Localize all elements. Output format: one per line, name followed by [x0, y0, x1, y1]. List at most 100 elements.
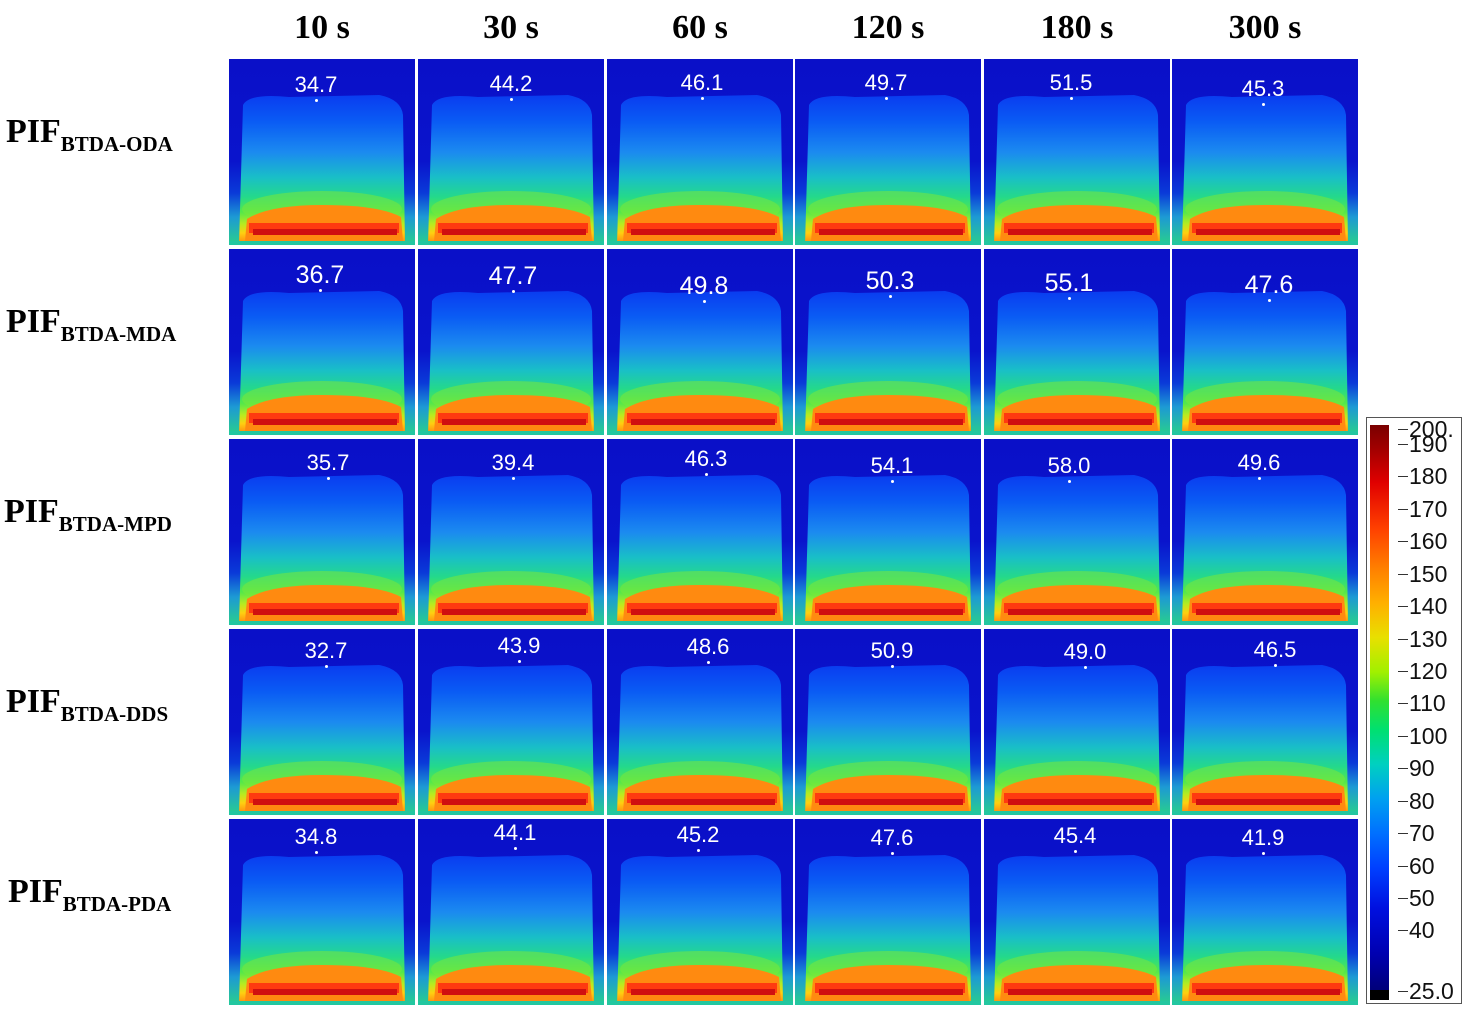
colorbar-tick-label: 90	[1398, 755, 1435, 781]
thermal-heatmap	[1172, 249, 1358, 435]
colorbar-tick-label: 100	[1398, 723, 1447, 749]
thermal-image: 45.4	[984, 819, 1170, 1005]
colorbar-tick-label: 140	[1398, 593, 1447, 619]
thermal-image: 55.1	[984, 249, 1170, 435]
thermal-heatmap	[229, 59, 415, 245]
row-label-subscript: BTDA-DDS	[60, 701, 169, 726]
measurement-point-marker	[1262, 103, 1265, 106]
row-label-main: PIF	[8, 873, 63, 910]
measurement-point-marker	[1068, 297, 1071, 300]
row-label-subscript: BTDA-MDA	[60, 321, 177, 346]
colorbar-tick-label: 50	[1398, 885, 1435, 911]
measurement-point-marker	[1262, 852, 1265, 855]
column-header-5: 300 s	[1228, 9, 1302, 46]
thermal-image: 47.7	[418, 249, 604, 435]
measurement-point-marker	[891, 665, 894, 668]
measurement-point-marker	[707, 661, 710, 664]
thermal-image: 58.0	[984, 439, 1170, 625]
measurement-point-marker	[510, 98, 513, 101]
max-temperature-label: 36.7	[295, 261, 345, 289]
thermal-heatmap	[1172, 629, 1358, 815]
thermal-heatmap	[1172, 819, 1358, 1005]
max-temperature-label: 35.7	[306, 450, 350, 475]
thermal-heatmap	[607, 59, 793, 245]
colorbar-tick-label: 40	[1398, 917, 1435, 943]
measurement-point-marker	[514, 847, 517, 850]
thermal-image: 36.7	[229, 249, 415, 435]
max-temperature-label: 44.2	[489, 71, 533, 96]
colorbar-tick-label: 170	[1398, 496, 1447, 522]
measurement-point-marker	[512, 290, 515, 293]
max-temperature-label: 55.1	[1044, 269, 1094, 297]
max-temperature-label: 32.7	[304, 638, 348, 663]
thermal-heatmap	[229, 249, 415, 435]
row-label-4: PIF BTDA-PDA	[0, 799, 230, 985]
column-header-1: 30 s	[483, 9, 539, 46]
thermal-heatmap	[1172, 59, 1358, 245]
thermal-image: 44.1	[418, 819, 604, 1005]
thermal-heatmap	[984, 819, 1170, 1005]
row-label-subscript: BTDA-ODA	[60, 131, 173, 156]
column-header-3: 120 s	[851, 9, 925, 46]
thermal-image: 45.2	[607, 819, 793, 1005]
thermal-image: 48.6	[607, 629, 793, 815]
thermal-image: 41.9	[1172, 819, 1358, 1005]
thermal-image: 50.9	[795, 629, 981, 815]
measurement-point-marker	[327, 477, 330, 480]
thermal-image: 49.7	[795, 59, 981, 245]
max-temperature-label: 34.8	[294, 824, 338, 849]
max-temperature-label: 34.7	[294, 72, 338, 97]
row-label-3: PIF BTDA-DDS	[0, 609, 228, 795]
max-temperature-label: 58.0	[1047, 453, 1091, 478]
max-temperature-label: 39.4	[491, 450, 535, 475]
colorbar-tick-label: 110	[1398, 690, 1446, 716]
colorbar-tick-label: 190	[1398, 431, 1447, 457]
max-temperature-label: 45.3	[1241, 76, 1285, 101]
colorbar-tick-label: 120	[1398, 658, 1447, 684]
thermal-heatmap	[607, 249, 793, 435]
measurement-point-marker	[889, 295, 892, 298]
measurement-point-marker	[703, 300, 706, 303]
thermal-image: 44.2	[418, 59, 604, 245]
max-temperature-label: 45.4	[1053, 823, 1097, 848]
max-temperature-label: 54.1	[870, 453, 914, 478]
thermal-image: 51.5	[984, 59, 1170, 245]
thermal-heatmap	[607, 629, 793, 815]
thermal-image: 54.1	[795, 439, 981, 625]
max-temperature-label: 44.1	[493, 820, 537, 845]
thermal-heatmap	[607, 819, 793, 1005]
colorbar-tick-label: 80	[1398, 788, 1435, 814]
thermal-heatmap	[984, 249, 1170, 435]
column-header-2: 60 s	[672, 9, 728, 46]
thermal-heatmap	[418, 629, 604, 815]
colorbar-min-label: 25.0	[1398, 978, 1454, 1004]
thermal-image: 34.7	[229, 59, 415, 245]
max-temperature-label: 47.6	[1244, 271, 1294, 299]
measurement-point-marker	[518, 660, 521, 663]
row-label-1: PIF BTDA-MDA	[0, 229, 228, 415]
thermal-heatmap	[229, 629, 415, 815]
thermal-image: 35.7	[229, 439, 415, 625]
max-temperature-label: 49.8	[679, 272, 729, 300]
max-temperature-label: 49.6	[1237, 450, 1281, 475]
thermal-image: 50.3	[795, 249, 981, 435]
max-temperature-label: 50.3	[865, 267, 915, 295]
thermal-heatmap	[984, 59, 1170, 245]
max-temperature-label: 51.5	[1049, 70, 1093, 95]
thermal-image: 45.3	[1172, 59, 1358, 245]
thermal-image: 47.6	[795, 819, 981, 1005]
thermal-heatmap	[418, 439, 604, 625]
max-temperature-label: 47.7	[488, 262, 538, 290]
colorbar-tick-label: 150	[1398, 561, 1447, 587]
column-header-4: 180 s	[1040, 9, 1114, 46]
thermal-heatmap	[984, 629, 1170, 815]
measurement-point-marker	[325, 665, 328, 668]
temperature-colorbar	[1370, 425, 1389, 1000]
column-header-0: 10 s	[294, 9, 350, 46]
measurement-point-marker	[1268, 299, 1271, 302]
measurement-point-marker	[697, 849, 700, 852]
thermal-image: 46.5	[1172, 629, 1358, 815]
measurement-point-marker	[1258, 477, 1261, 480]
measurement-point-marker	[891, 852, 894, 855]
thermal-image: 49.8	[607, 249, 793, 435]
